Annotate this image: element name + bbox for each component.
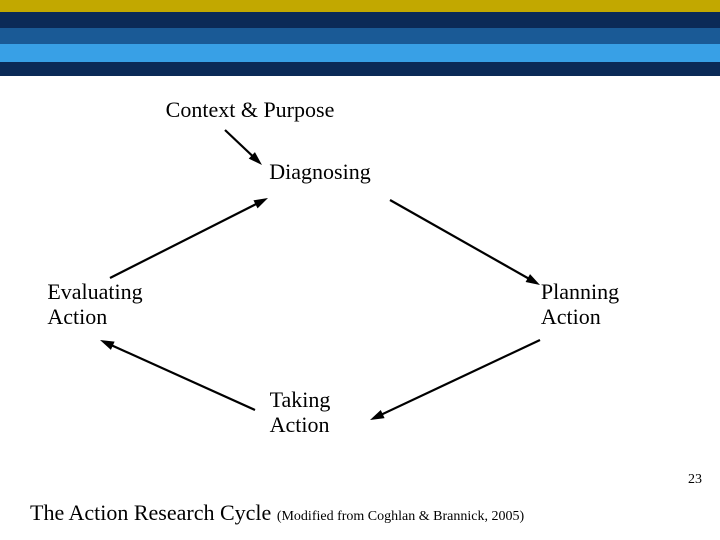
- arrowhead-context-to-diagnosing: [249, 152, 262, 165]
- node-planning: Planning Action: [541, 279, 619, 330]
- header-stripe-4: [0, 44, 720, 62]
- node-evaluating-line2: Action: [47, 304, 107, 329]
- arrowhead-planning-to-taking: [370, 410, 385, 420]
- caption-main: The Action Research Cycle: [30, 500, 277, 525]
- node-evaluating-line1: Evaluating: [47, 279, 142, 304]
- header-stripe-3: [0, 28, 720, 44]
- node-planning-line1: Planning: [541, 279, 619, 304]
- header-stripe-2: [0, 12, 720, 28]
- arrows-layer: [0, 0, 720, 540]
- arrow-diagnosing-to-planning: [390, 200, 533, 281]
- arrowhead-taking-to-evaluating: [100, 340, 115, 350]
- node-taking: Taking Action: [270, 387, 331, 438]
- page-number-text: 23: [688, 472, 702, 487]
- node-taking-line1: Taking: [270, 387, 331, 412]
- arrow-evaluating-to-diagnosing: [110, 202, 261, 278]
- arrowhead-diagnosing-to-planning: [526, 274, 540, 285]
- arrowhead-evaluating-to-diagnosing: [253, 198, 268, 208]
- node-context: Context & Purpose: [166, 97, 335, 122]
- header-stripe-5: [0, 62, 720, 76]
- arrow-taking-to-evaluating: [108, 343, 255, 410]
- page-number: 23: [688, 472, 702, 488]
- arrow-planning-to-taking: [378, 340, 540, 416]
- header-stripe-1: [0, 0, 720, 12]
- node-taking-line2: Action: [270, 412, 330, 437]
- caption: The Action Research Cycle (Modified from…: [30, 500, 524, 526]
- caption-sub: (Modified from Coghlan & Brannick, 2005): [277, 509, 524, 524]
- node-diagnosing-label: Diagnosing: [269, 159, 370, 184]
- node-context-label: Context & Purpose: [166, 97, 335, 122]
- node-diagnosing: Diagnosing: [269, 159, 370, 184]
- node-evaluating: Evaluating Action: [47, 279, 142, 330]
- arrow-context-to-diagnosing: [225, 130, 256, 159]
- node-planning-line2: Action: [541, 304, 601, 329]
